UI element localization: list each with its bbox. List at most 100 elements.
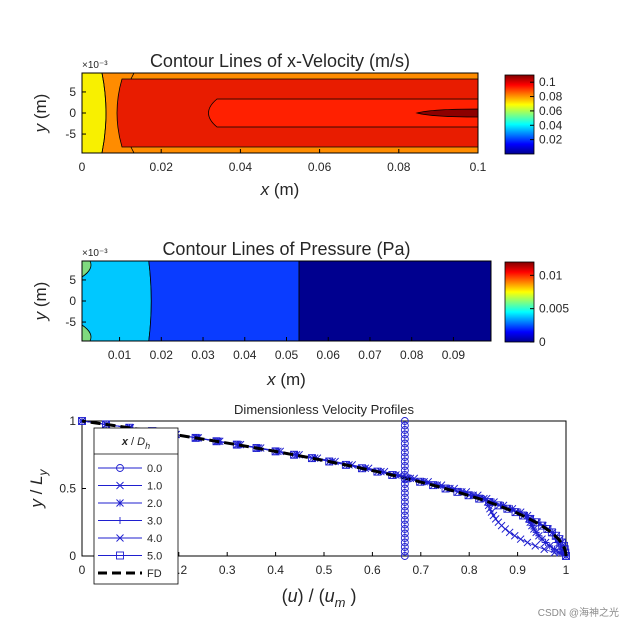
- y-tick-label: 1: [69, 414, 76, 428]
- data-point: [531, 542, 540, 550]
- legend-marker: [116, 481, 124, 490]
- y-axis-label: y / Ly: [27, 468, 50, 508]
- data-point: [545, 542, 554, 550]
- data-point: [400, 484, 409, 493]
- data-point: [400, 439, 409, 448]
- legend-label: 3.0: [147, 516, 162, 528]
- velocity-profile-panel: 00.10.20.30.40.50.60.70.80.9110.50Dimens…: [27, 402, 570, 610]
- data-point: [532, 528, 540, 537]
- x-tick-label: 0.1: [470, 160, 487, 174]
- colorbar-tick-label: 0.01: [539, 268, 563, 282]
- x-tick-label: 0.09: [442, 348, 466, 362]
- x-axis-label: x (m): [266, 370, 306, 389]
- legend-entry-2.0: 2.0: [98, 498, 162, 510]
- legend-marker: [116, 464, 124, 472]
- colorbar-tick-label: 0.06: [539, 104, 563, 118]
- x-axis-label: x (m): [260, 180, 300, 199]
- data-point: [535, 531, 543, 540]
- y-tick-label: 0.5: [59, 482, 76, 496]
- y-exponent: ×10⁻³: [82, 248, 108, 259]
- legend-label: 4.0: [147, 533, 162, 545]
- x-tick-label: 0.01: [108, 348, 132, 362]
- y-axis-label: y (m): [31, 282, 50, 322]
- x-tick-label: 0.07: [358, 348, 382, 362]
- data-point: [400, 435, 409, 443]
- x-tick-label: 0.05: [275, 348, 299, 362]
- series-0.0: [400, 417, 409, 560]
- data-point: [528, 521, 536, 530]
- data-point: [400, 457, 409, 466]
- data-point: [523, 538, 532, 547]
- data-point: [400, 475, 409, 484]
- y-exponent: ×10⁻³: [82, 60, 108, 71]
- legend-entry-FD: FD: [98, 568, 162, 580]
- data-point: [400, 480, 409, 488]
- chart-title: Contour Lines of x-Velocity (m/s): [150, 51, 410, 71]
- legend-title: x / Dh: [121, 436, 150, 451]
- chart-title: Contour Lines of Pressure (Pa): [162, 239, 410, 259]
- data-point: [400, 507, 409, 515]
- colorbar-tick-label: 0.02: [539, 133, 563, 147]
- x-tick-label: 0.03: [191, 348, 215, 362]
- data-point: [400, 466, 409, 475]
- data-point: [400, 511, 409, 520]
- x-tick-label: 1: [563, 563, 570, 577]
- x-tick-label: 0.08: [387, 160, 411, 174]
- data-point: [400, 430, 409, 439]
- data-point: [505, 528, 514, 537]
- contour-band: [208, 98, 479, 128]
- y-tick-label: 0: [69, 106, 76, 120]
- legend-marker: [116, 499, 124, 507]
- legend-entry-1.0: 1.0: [98, 481, 162, 493]
- x-tick-label: 0.5: [316, 563, 333, 577]
- x-tick-label: 0.02: [150, 160, 174, 174]
- y-tick-label: 0: [69, 549, 76, 563]
- colorbar-tick-label: 0.08: [539, 90, 563, 104]
- data-point: [530, 525, 538, 533]
- colorbar: [504, 74, 535, 155]
- data-point: [400, 493, 409, 502]
- legend-label: 5.0: [147, 551, 162, 563]
- x-tick-label: 0.06: [308, 160, 332, 174]
- legend-label: 0.0: [147, 463, 162, 475]
- data-point: [400, 547, 409, 556]
- data-point: [400, 453, 409, 461]
- legend-label: 2.0: [147, 498, 162, 510]
- data-point: [510, 531, 519, 540]
- data-point: [540, 545, 549, 554]
- x-tick-label: 0.4: [267, 563, 284, 577]
- x-tick-label: 0.8: [461, 563, 478, 577]
- pressure-region: [148, 260, 300, 342]
- legend-marker: [116, 551, 124, 560]
- data-point: [491, 515, 500, 523]
- colorbar-tick-label: 0: [539, 335, 546, 349]
- data-point: [516, 535, 525, 543]
- data-point: [400, 448, 409, 457]
- series-FD: [81, 419, 568, 557]
- x-tick-label: 0: [79, 563, 86, 577]
- legend-label: 1.0: [147, 481, 162, 493]
- legend-entry-0.0: 0.0: [98, 463, 162, 475]
- series-line: [81, 419, 568, 557]
- data-point: [400, 471, 409, 479]
- legend: x / Dh 0.0 1.0 2.0 3.0 4.0 5.0 FD: [93, 427, 179, 585]
- legend-entry-5.0: 5.0: [98, 551, 162, 563]
- data-point: [400, 552, 409, 560]
- data-point: [550, 545, 559, 554]
- chart-title: Dimensionless Velocity Profiles: [234, 402, 414, 417]
- data-point: [400, 421, 409, 430]
- data-point: [400, 489, 409, 497]
- y-tick-label: -5: [65, 315, 76, 329]
- data-point: [400, 529, 409, 538]
- x-tick-label: 0.08: [400, 348, 424, 362]
- x-axis-label: (u) / (um ): [282, 586, 357, 610]
- legend-entry-3.0: 3.0: [98, 516, 162, 528]
- velocity-contour-panel: 0 0.02 0.04 0.06 0.08 0.150-5×10⁻³ Contour Lin…: [31, 51, 563, 199]
- colorbar-tick-label: 0.04: [539, 118, 563, 132]
- data-point: [400, 462, 409, 470]
- x-tick-label: 0.02: [150, 348, 174, 362]
- colorbar-tick-label: 0.1: [539, 75, 556, 89]
- y-tick-label: -5: [65, 127, 76, 141]
- legend-label: FD: [147, 568, 162, 580]
